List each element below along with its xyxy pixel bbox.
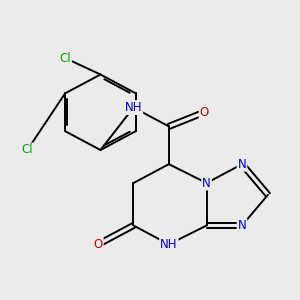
Text: N: N xyxy=(238,219,246,232)
Text: Cl: Cl xyxy=(22,143,33,157)
Text: N: N xyxy=(238,158,246,171)
Text: N: N xyxy=(202,176,211,190)
Text: NH: NH xyxy=(125,101,142,114)
Text: O: O xyxy=(200,106,209,119)
Text: NH: NH xyxy=(160,238,178,251)
Text: O: O xyxy=(94,238,103,251)
Text: Cl: Cl xyxy=(59,52,71,64)
